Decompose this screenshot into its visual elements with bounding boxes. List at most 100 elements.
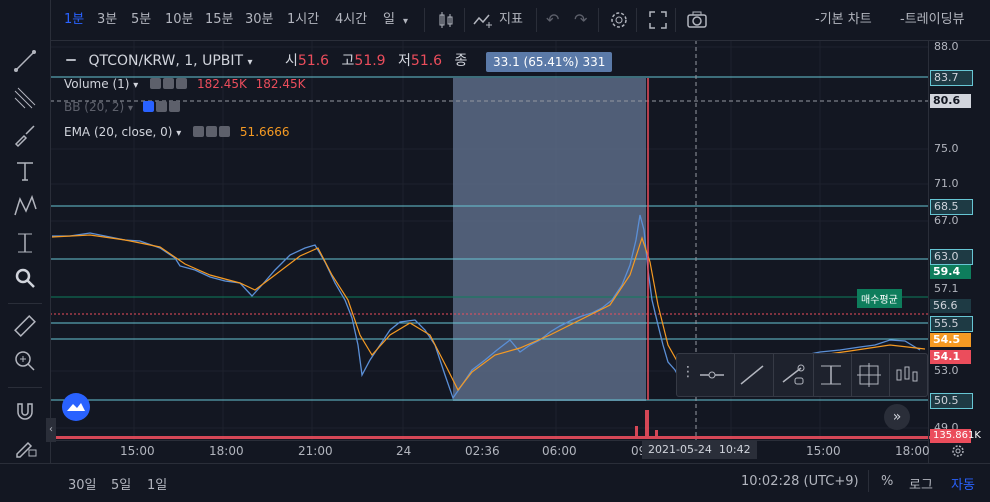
drag-handle-icon[interactable]: ⋮ <box>681 364 695 380</box>
high-value: 51.9 <box>354 53 386 69</box>
measure-range-box[interactable] <box>453 78 646 401</box>
undo-icon[interactable]: ↶ <box>546 10 560 29</box>
symbol-legend[interactable]: QTCON/KRW, 1, UPBIT ▾ 시51.6 고51.9 저51.6 … <box>64 50 467 70</box>
zoom-search-icon[interactable] <box>12 265 38 291</box>
indicators-icon[interactable] <box>472 10 492 30</box>
avg-buy-price-label: 59.4 <box>930 265 971 279</box>
horizontal-line-tool-icon[interactable] <box>697 363 727 387</box>
volume-dropdown-icon[interactable]: ▾ <box>133 80 139 91</box>
interval-dropdown-icon[interactable]: ▾ <box>403 16 409 27</box>
ema-remove-icon[interactable] <box>219 126 231 137</box>
settings-gear-icon[interactable] <box>609 10 629 30</box>
interval-1m[interactable]: 1분 <box>64 12 85 27</box>
level-label: 55.5 <box>930 316 973 332</box>
volume-value: 182.45K <box>196 77 247 91</box>
crosshair-tool-icon[interactable] <box>854 363 884 387</box>
brush-tool-icon[interactable] <box>12 122 38 148</box>
time-axis[interactable] <box>50 440 928 464</box>
segment-tool-icon[interactable] <box>777 363 807 387</box>
interval-1h[interactable]: 1시간 <box>287 12 320 27</box>
crosshair-price-label: 80.6 <box>930 94 971 108</box>
time-tick: 18:00 <box>209 444 244 458</box>
symbol-name: QTCON/KRW, 1, UPBIT <box>88 53 244 69</box>
volume-legend[interactable]: Volume (1) ▾ 182.45K 182.45K <box>64 77 306 91</box>
vertical-line-tool-icon[interactable] <box>816 363 846 387</box>
volume-axis-label: 135.861K <box>930 429 981 443</box>
bb-legend[interactable]: BB (20, 2) ▾ <box>64 100 180 114</box>
price-tick: 57.1 <box>934 282 959 295</box>
zoom-in-icon[interactable] <box>12 348 38 374</box>
drawing-toolbar <box>0 0 51 501</box>
floating-drawing-toolbar: ⋮ <box>676 353 928 397</box>
range-1d-button[interactable]: 1일 <box>147 478 168 493</box>
interval-1d[interactable]: 일 <box>383 12 395 27</box>
level-label: 63.0 <box>930 249 973 265</box>
price-tick: 88.0 <box>934 40 959 53</box>
ema-settings-icon[interactable] <box>206 126 218 137</box>
candles-tool-icon[interactable] <box>892 363 922 387</box>
price-axis[interactable] <box>928 40 990 463</box>
bb-settings-icon[interactable] <box>155 101 167 112</box>
log-toggle[interactable]: 로그 <box>909 478 933 493</box>
time-tick: 06:00 <box>542 444 577 458</box>
ema-dropdown-icon[interactable]: ▾ <box>176 128 182 139</box>
tradingview-button[interactable]: -트레이딩뷰 <box>900 12 965 27</box>
fib-tool-icon[interactable] <box>12 85 38 111</box>
range-5d-button[interactable]: 5일 <box>111 478 132 493</box>
interval-10m[interactable]: 10분 <box>165 12 194 27</box>
level-label: 56.6 <box>930 299 971 313</box>
bb-dropdown-icon[interactable]: ▾ <box>128 103 134 114</box>
low-value: 51.6 <box>410 53 443 69</box>
time-tick: 21:00 <box>298 444 333 458</box>
ema-visibility-icon[interactable] <box>193 126 205 137</box>
ray-tool-icon[interactable] <box>737 363 767 387</box>
basic-chart-button[interactable]: -기본 차트 <box>815 12 872 27</box>
auto-scale-toggle[interactable]: 자동 <box>951 478 975 493</box>
ruler-icon[interactable] <box>12 313 38 339</box>
interval-15m[interactable]: 15분 <box>205 12 234 27</box>
text-tool-icon[interactable] <box>12 158 38 184</box>
pattern-tool-icon[interactable] <box>12 193 38 219</box>
open-label: 시 <box>285 53 298 69</box>
trend-line-icon[interactable] <box>12 48 38 74</box>
symbol-dropdown-icon[interactable]: ▾ <box>247 57 253 68</box>
candle-style-icon[interactable] <box>436 10 456 30</box>
lock-pencil-icon[interactable] <box>12 433 38 459</box>
price-tick: 67.0 <box>934 214 959 227</box>
magnet-icon[interactable] <box>12 398 38 424</box>
volume-remove-icon[interactable] <box>176 78 188 89</box>
crosshair-time-label: 2021-05-24 10:42 <box>642 441 757 459</box>
level-label: 83.7 <box>930 70 973 86</box>
collapse-legend-icon[interactable] <box>66 59 76 61</box>
level-label: 68.5 <box>930 199 973 215</box>
volume-visibility-icon[interactable] <box>150 78 162 89</box>
time-tick: 02:36 <box>465 444 500 458</box>
bottom-bar <box>0 463 990 502</box>
high-label: 고 <box>341 53 355 69</box>
interval-4h[interactable]: 4시간 <box>335 12 368 27</box>
ema-legend[interactable]: EMA (20, close, 0) ▾ 51.6666 <box>64 125 290 139</box>
interval-5m[interactable]: 5분 <box>131 12 152 27</box>
level-label: 50.5 <box>930 393 973 409</box>
camera-screenshot-icon[interactable] <box>686 10 707 30</box>
fullscreen-icon[interactable] <box>648 10 668 30</box>
indicators-button[interactable]: 지표 <box>499 12 523 27</box>
interval-30m[interactable]: 30분 <box>245 12 274 27</box>
clock-timezone[interactable]: 10:02:28 (UTC+9) <box>741 474 859 489</box>
time-axis-settings-icon[interactable] <box>950 443 966 459</box>
bb-visibility-icon[interactable] <box>142 101 154 112</box>
scroll-to-realtime-button[interactable]: » <box>884 404 910 430</box>
interval-3m[interactable]: 3분 <box>97 12 118 27</box>
volume-settings-icon[interactable] <box>163 78 175 89</box>
brand-logo-icon[interactable] <box>62 393 90 421</box>
time-tick: 24 <box>396 444 412 458</box>
collapse-panel-tab-icon[interactable]: ‹ <box>46 418 56 442</box>
range-30d-button[interactable]: 30일 <box>68 478 97 493</box>
bb-remove-icon[interactable] <box>168 101 180 112</box>
percent-toggle[interactable]: % <box>881 474 894 489</box>
volume-label: Volume (1) <box>64 77 130 91</box>
time-tick: 15:00 <box>120 444 155 458</box>
redo-icon[interactable]: ↷ <box>574 10 588 29</box>
measure-tool-icon[interactable] <box>12 230 38 256</box>
